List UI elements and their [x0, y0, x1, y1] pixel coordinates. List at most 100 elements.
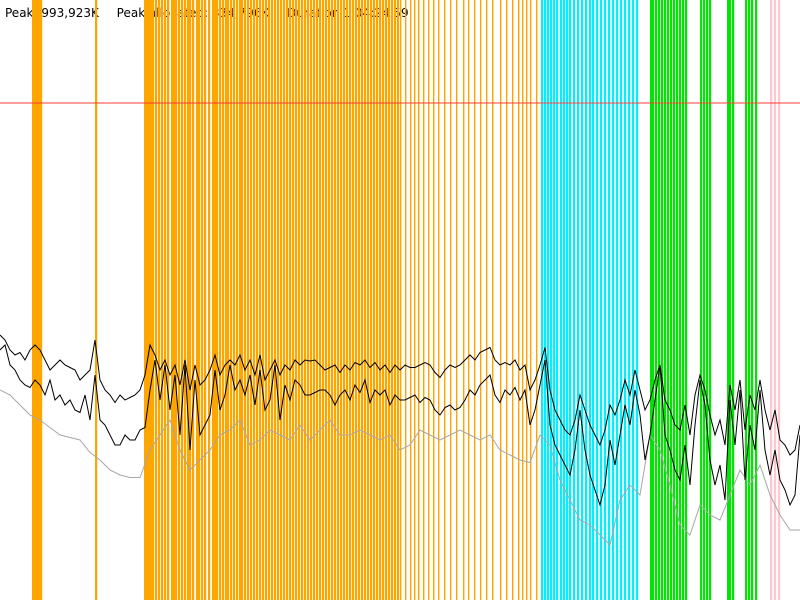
orange-phase-band: [385, 0, 388, 600]
orange-phase-band: [500, 0, 502, 600]
orange-phase-band: [379, 0, 382, 600]
green-phase-band: [667, 0, 670, 600]
orange-phase-band: [167, 0, 170, 600]
orange-phase-band: [277, 0, 280, 600]
cyan-phase-band: [573, 0, 576, 600]
green-phase-band: [729, 0, 732, 600]
cyan-phase-band: [581, 0, 584, 600]
cyan-phase-band: [620, 0, 623, 600]
orange-phase-band: [428, 0, 430, 600]
green-phase-band: [652, 0, 655, 600]
cyan-phase-band: [612, 0, 615, 600]
orange-phase-band: [349, 0, 352, 600]
orange-phase-band: [171, 0, 174, 600]
green-phase-band: [664, 0, 667, 600]
orange-phase-band: [438, 0, 440, 600]
cyan-phase-band: [624, 0, 627, 600]
orange-phase-band: [304, 0, 307, 600]
orange-phase-band: [474, 0, 476, 600]
cyan-phase-band: [632, 0, 635, 600]
green-phase-band: [755, 0, 758, 600]
orange-phase-band: [256, 0, 259, 600]
orange-phase-band: [376, 0, 379, 600]
orange-phase-band: [274, 0, 277, 600]
orange-phase-band: [410, 0, 412, 600]
orange-phase-band: [161, 0, 164, 600]
green-phase-band: [732, 0, 735, 600]
orange-phase-band: [394, 0, 397, 600]
orange-phase-band: [292, 0, 295, 600]
orange-phase-band: [310, 0, 313, 600]
cyan-phase-band: [628, 0, 631, 600]
orange-phase-band: [38, 0, 41, 600]
orange-phase-band: [216, 0, 219, 600]
cyan-phase-band: [563, 0, 566, 600]
green-phase-band: [700, 0, 703, 600]
orange-phase-band: [325, 0, 328, 600]
cyan-phase-band: [577, 0, 580, 600]
green-phase-band: [658, 0, 661, 600]
orange-phase-band: [480, 0, 482, 600]
orange-phase-band: [397, 0, 400, 600]
orange-phase-band: [155, 0, 158, 600]
orange-phase-band: [486, 0, 488, 600]
cyan-phase-band: [544, 0, 547, 600]
pink-phase-band: [770, 0, 773, 600]
orange-phase-band: [400, 0, 402, 600]
orange-phase-band: [196, 0, 199, 600]
pink-phase-band: [778, 0, 781, 600]
orange-phase-band: [175, 0, 178, 600]
orange-phase-band: [492, 0, 494, 600]
orange-phase-band: [271, 0, 274, 600]
orange-phase-band: [95, 0, 98, 600]
lower-series-line: [0, 334, 800, 456]
orange-phase-band: [219, 0, 222, 600]
orange-phase-band: [32, 0, 35, 600]
orange-phase-band: [331, 0, 334, 600]
orange-phase-band: [286, 0, 289, 600]
orange-phase-band: [289, 0, 292, 600]
orange-phase-band: [298, 0, 301, 600]
orange-phase-band: [346, 0, 349, 600]
green-phase-band: [676, 0, 679, 600]
orange-phase-band: [355, 0, 358, 600]
orange-phase-band: [468, 0, 470, 600]
orange-phase-band: [212, 0, 215, 600]
green-phase-band: [650, 0, 653, 600]
orange-phase-band: [512, 0, 514, 600]
green-phase-band: [673, 0, 676, 600]
orange-phase-band: [536, 0, 538, 600]
orange-phase-band: [250, 0, 253, 600]
orange-phase-band: [230, 0, 233, 600]
orange-phase-band: [405, 0, 407, 600]
orange-phase-band: [456, 0, 458, 600]
green-phase-band: [706, 0, 709, 600]
cyan-phase-band: [600, 0, 603, 600]
orange-phase-band: [313, 0, 316, 600]
orange-phase-band: [526, 0, 528, 600]
orange-phase-band: [518, 0, 520, 600]
orange-phase-band: [40, 0, 43, 600]
cyan-phase-band: [592, 0, 595, 600]
cyan-phase-band: [547, 0, 550, 600]
orange-phase-band: [319, 0, 322, 600]
orange-phase-band: [301, 0, 304, 600]
orange-phase-band: [214, 0, 217, 600]
orange-phase-band: [239, 0, 242, 600]
orange-phase-band: [268, 0, 271, 600]
orange-phase-band: [150, 0, 153, 600]
orange-phase-band: [144, 0, 147, 600]
green-phase-band: [751, 0, 754, 600]
orange-phase-band: [158, 0, 161, 600]
pink-phase-band: [774, 0, 777, 600]
cyan-phase-band: [589, 0, 592, 600]
orange-phase-band: [36, 0, 39, 600]
green-phase-band: [703, 0, 706, 600]
green-phase-band: [682, 0, 685, 600]
orange-phase-band: [192, 0, 195, 600]
orange-phase-band: [280, 0, 283, 600]
orange-phase-band: [164, 0, 167, 600]
cyan-phase-band: [556, 0, 559, 600]
orange-phase-band: [391, 0, 394, 600]
orange-phase-band: [358, 0, 361, 600]
